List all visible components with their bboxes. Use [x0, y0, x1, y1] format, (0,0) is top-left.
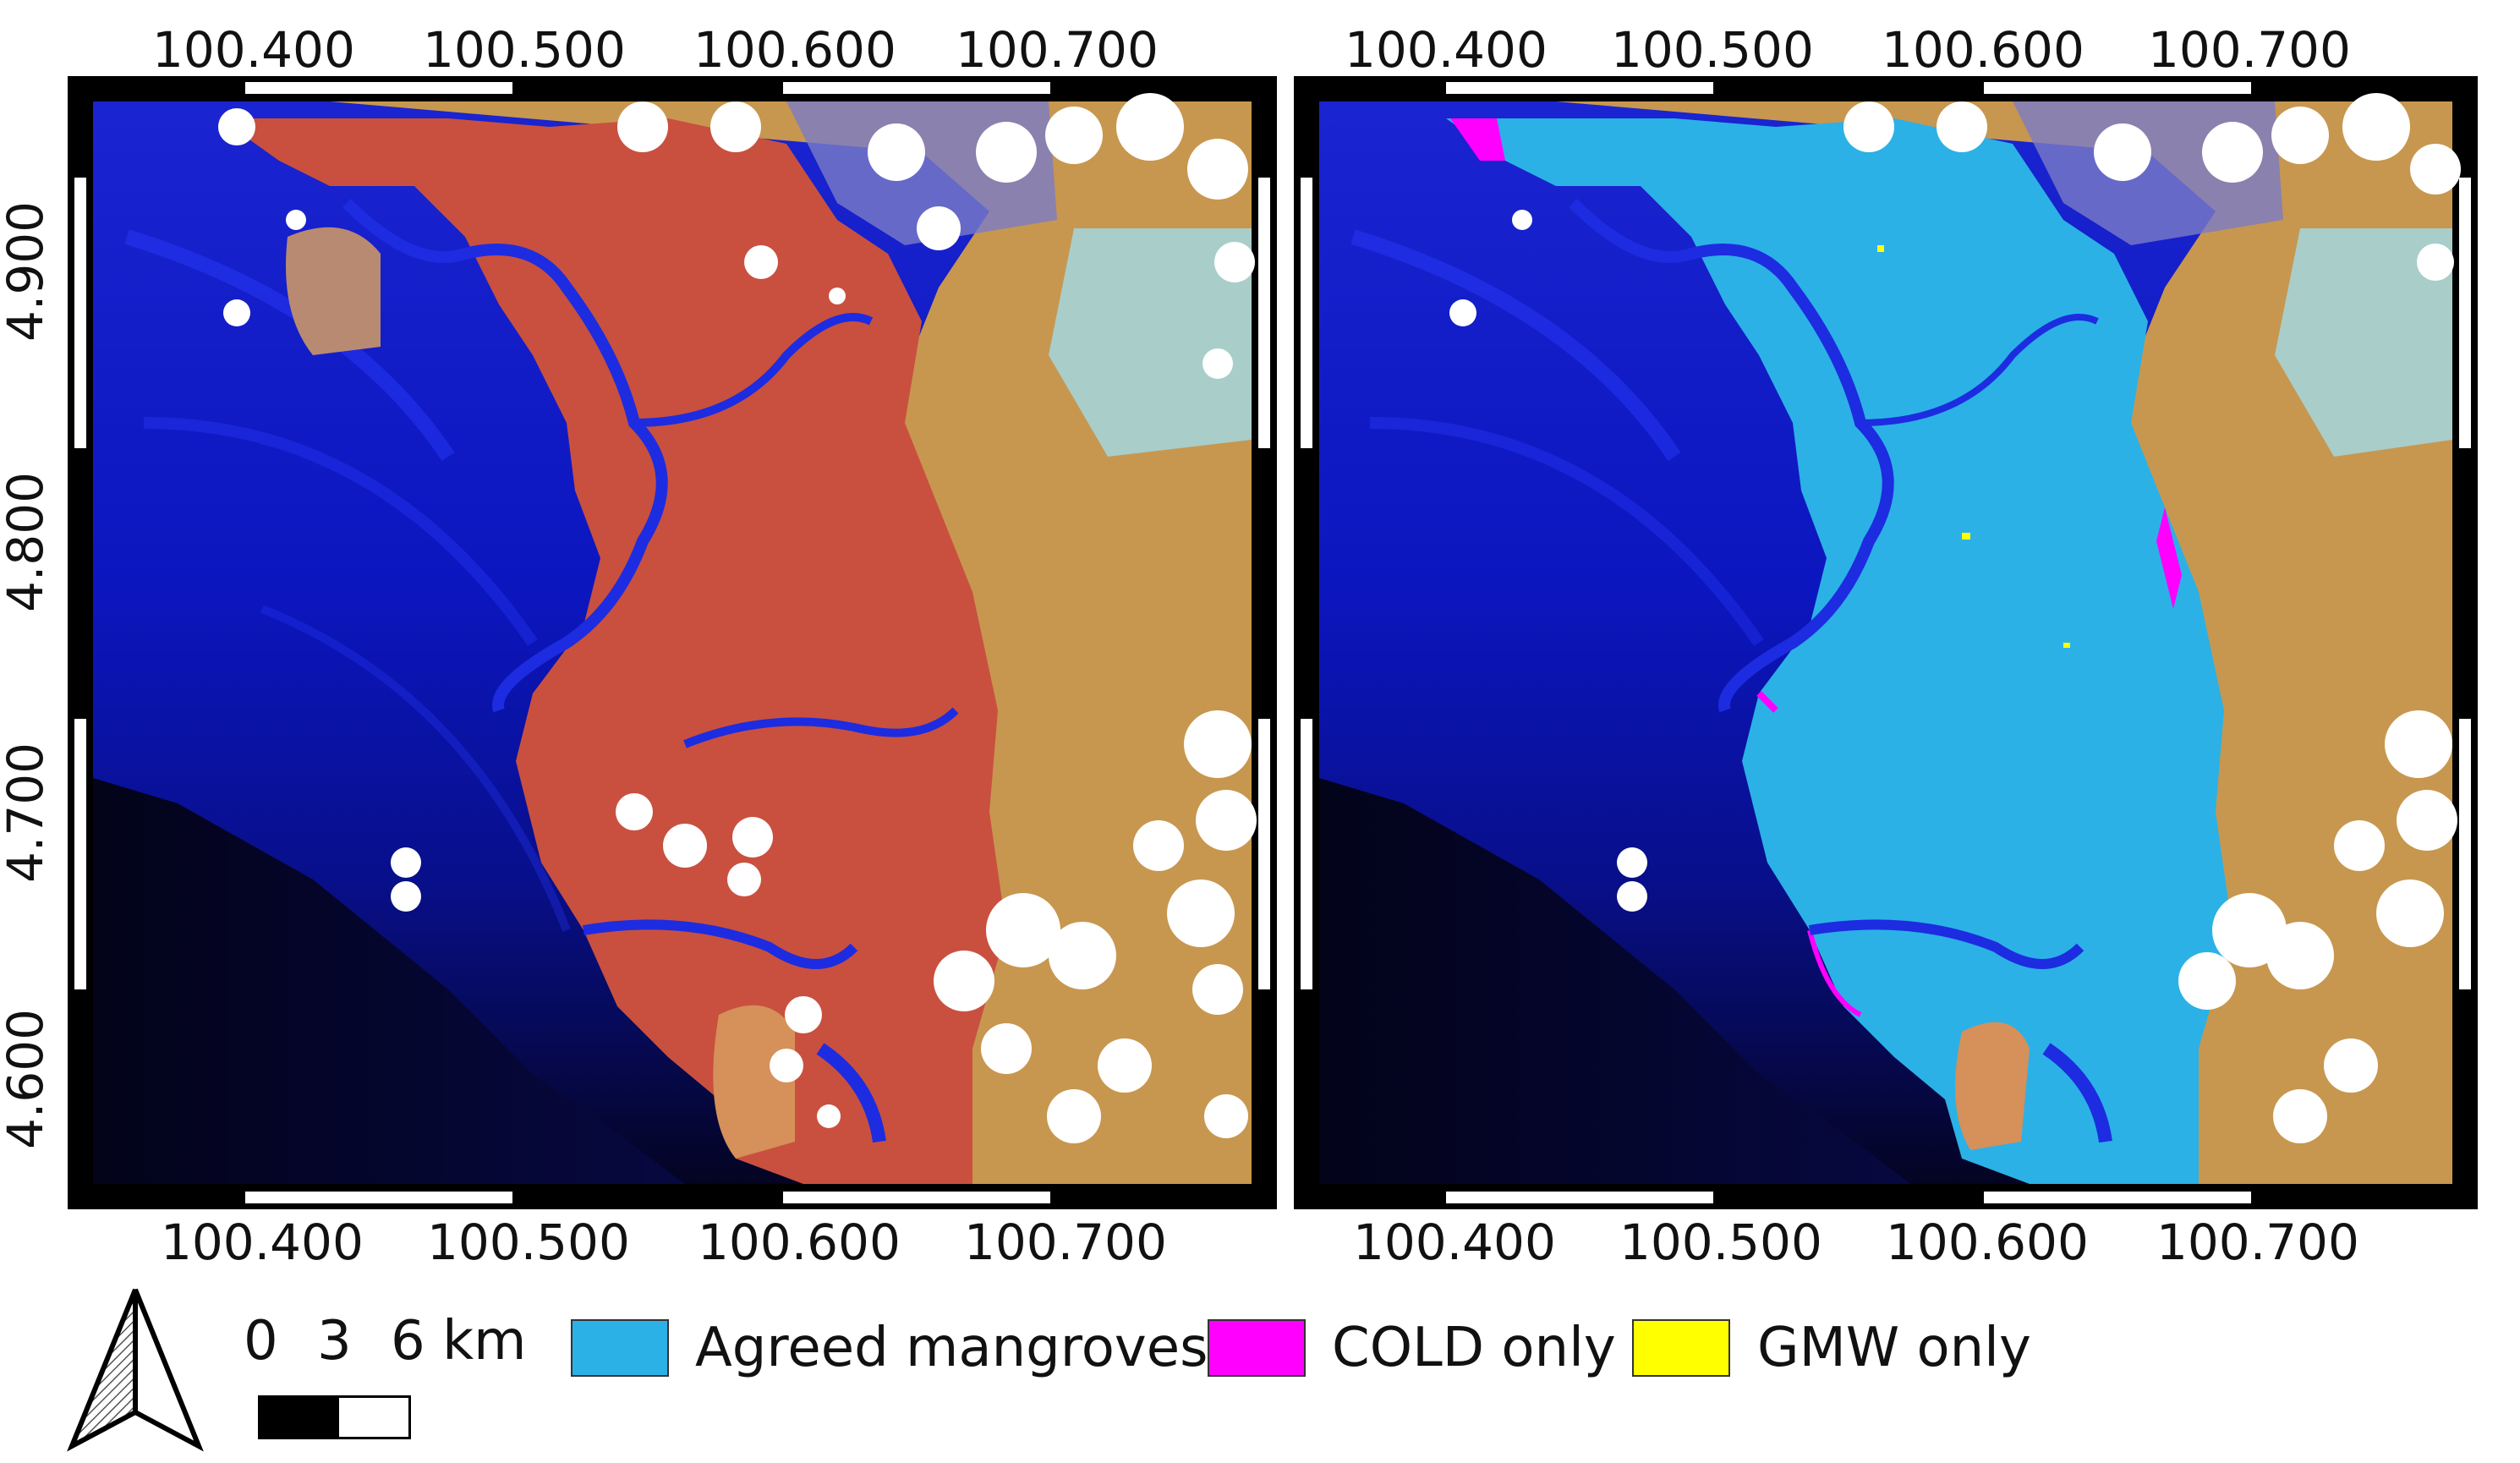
left-bottom-x-tick-1: 100.400 [161, 1214, 364, 1271]
scale-label-6km: 6 km [391, 1310, 527, 1373]
right-map [1294, 76, 2478, 1209]
left-y-tick-1: 4.900 [0, 200, 54, 342]
right-bottom-x-tick-1: 100.400 [1353, 1214, 1556, 1271]
left-map [68, 76, 1277, 1209]
legend-swatch-cold-only [1208, 1319, 1306, 1377]
left-top-x-tick-1: 100.400 [152, 21, 355, 79]
left-top-x-tick-2: 100.500 [423, 21, 626, 79]
legend-label-cold-only: COLD only [1332, 1317, 1616, 1379]
scale-label-3: 3 [317, 1310, 352, 1373]
right-bottom-x-tick-2: 100.500 [1619, 1214, 1822, 1271]
left-y-tick-4: 4.600 [0, 1008, 54, 1149]
right-top-x-tick-2: 100.500 [1611, 21, 1814, 79]
left-bottom-x-tick-3: 100.600 [698, 1214, 901, 1271]
north-arrow-icon [67, 1288, 204, 1452]
right-bottom-x-tick-3: 100.600 [1886, 1214, 2089, 1271]
legend-label-agreed-mangroves: Agreed mangroves [695, 1317, 1208, 1379]
legend-swatch-gmw-only [1632, 1319, 1730, 1377]
legend-label-gmw-only: GMW only [1757, 1317, 2031, 1379]
left-bottom-x-tick-2: 100.500 [427, 1214, 630, 1271]
left-bottom-x-tick-4: 100.700 [964, 1214, 1167, 1271]
left-top-x-tick-3: 100.600 [693, 21, 896, 79]
left-y-tick-3: 4.700 [0, 742, 54, 883]
right-bottom-x-tick-4: 100.700 [2156, 1214, 2359, 1271]
scale-bar-white-segment [337, 1395, 411, 1439]
right-top-x-tick-4: 100.700 [2148, 21, 2351, 79]
left-y-tick-2: 4.800 [0, 471, 54, 612]
scale-label-0: 0 [244, 1310, 278, 1373]
right-top-x-tick-3: 100.600 [1882, 21, 2084, 79]
left-top-x-tick-4: 100.700 [956, 21, 1159, 79]
legend-swatch-agreed-mangroves [571, 1319, 669, 1377]
right-top-x-tick-1: 100.400 [1345, 21, 1548, 79]
scale-bar-black-segment [258, 1395, 339, 1439]
